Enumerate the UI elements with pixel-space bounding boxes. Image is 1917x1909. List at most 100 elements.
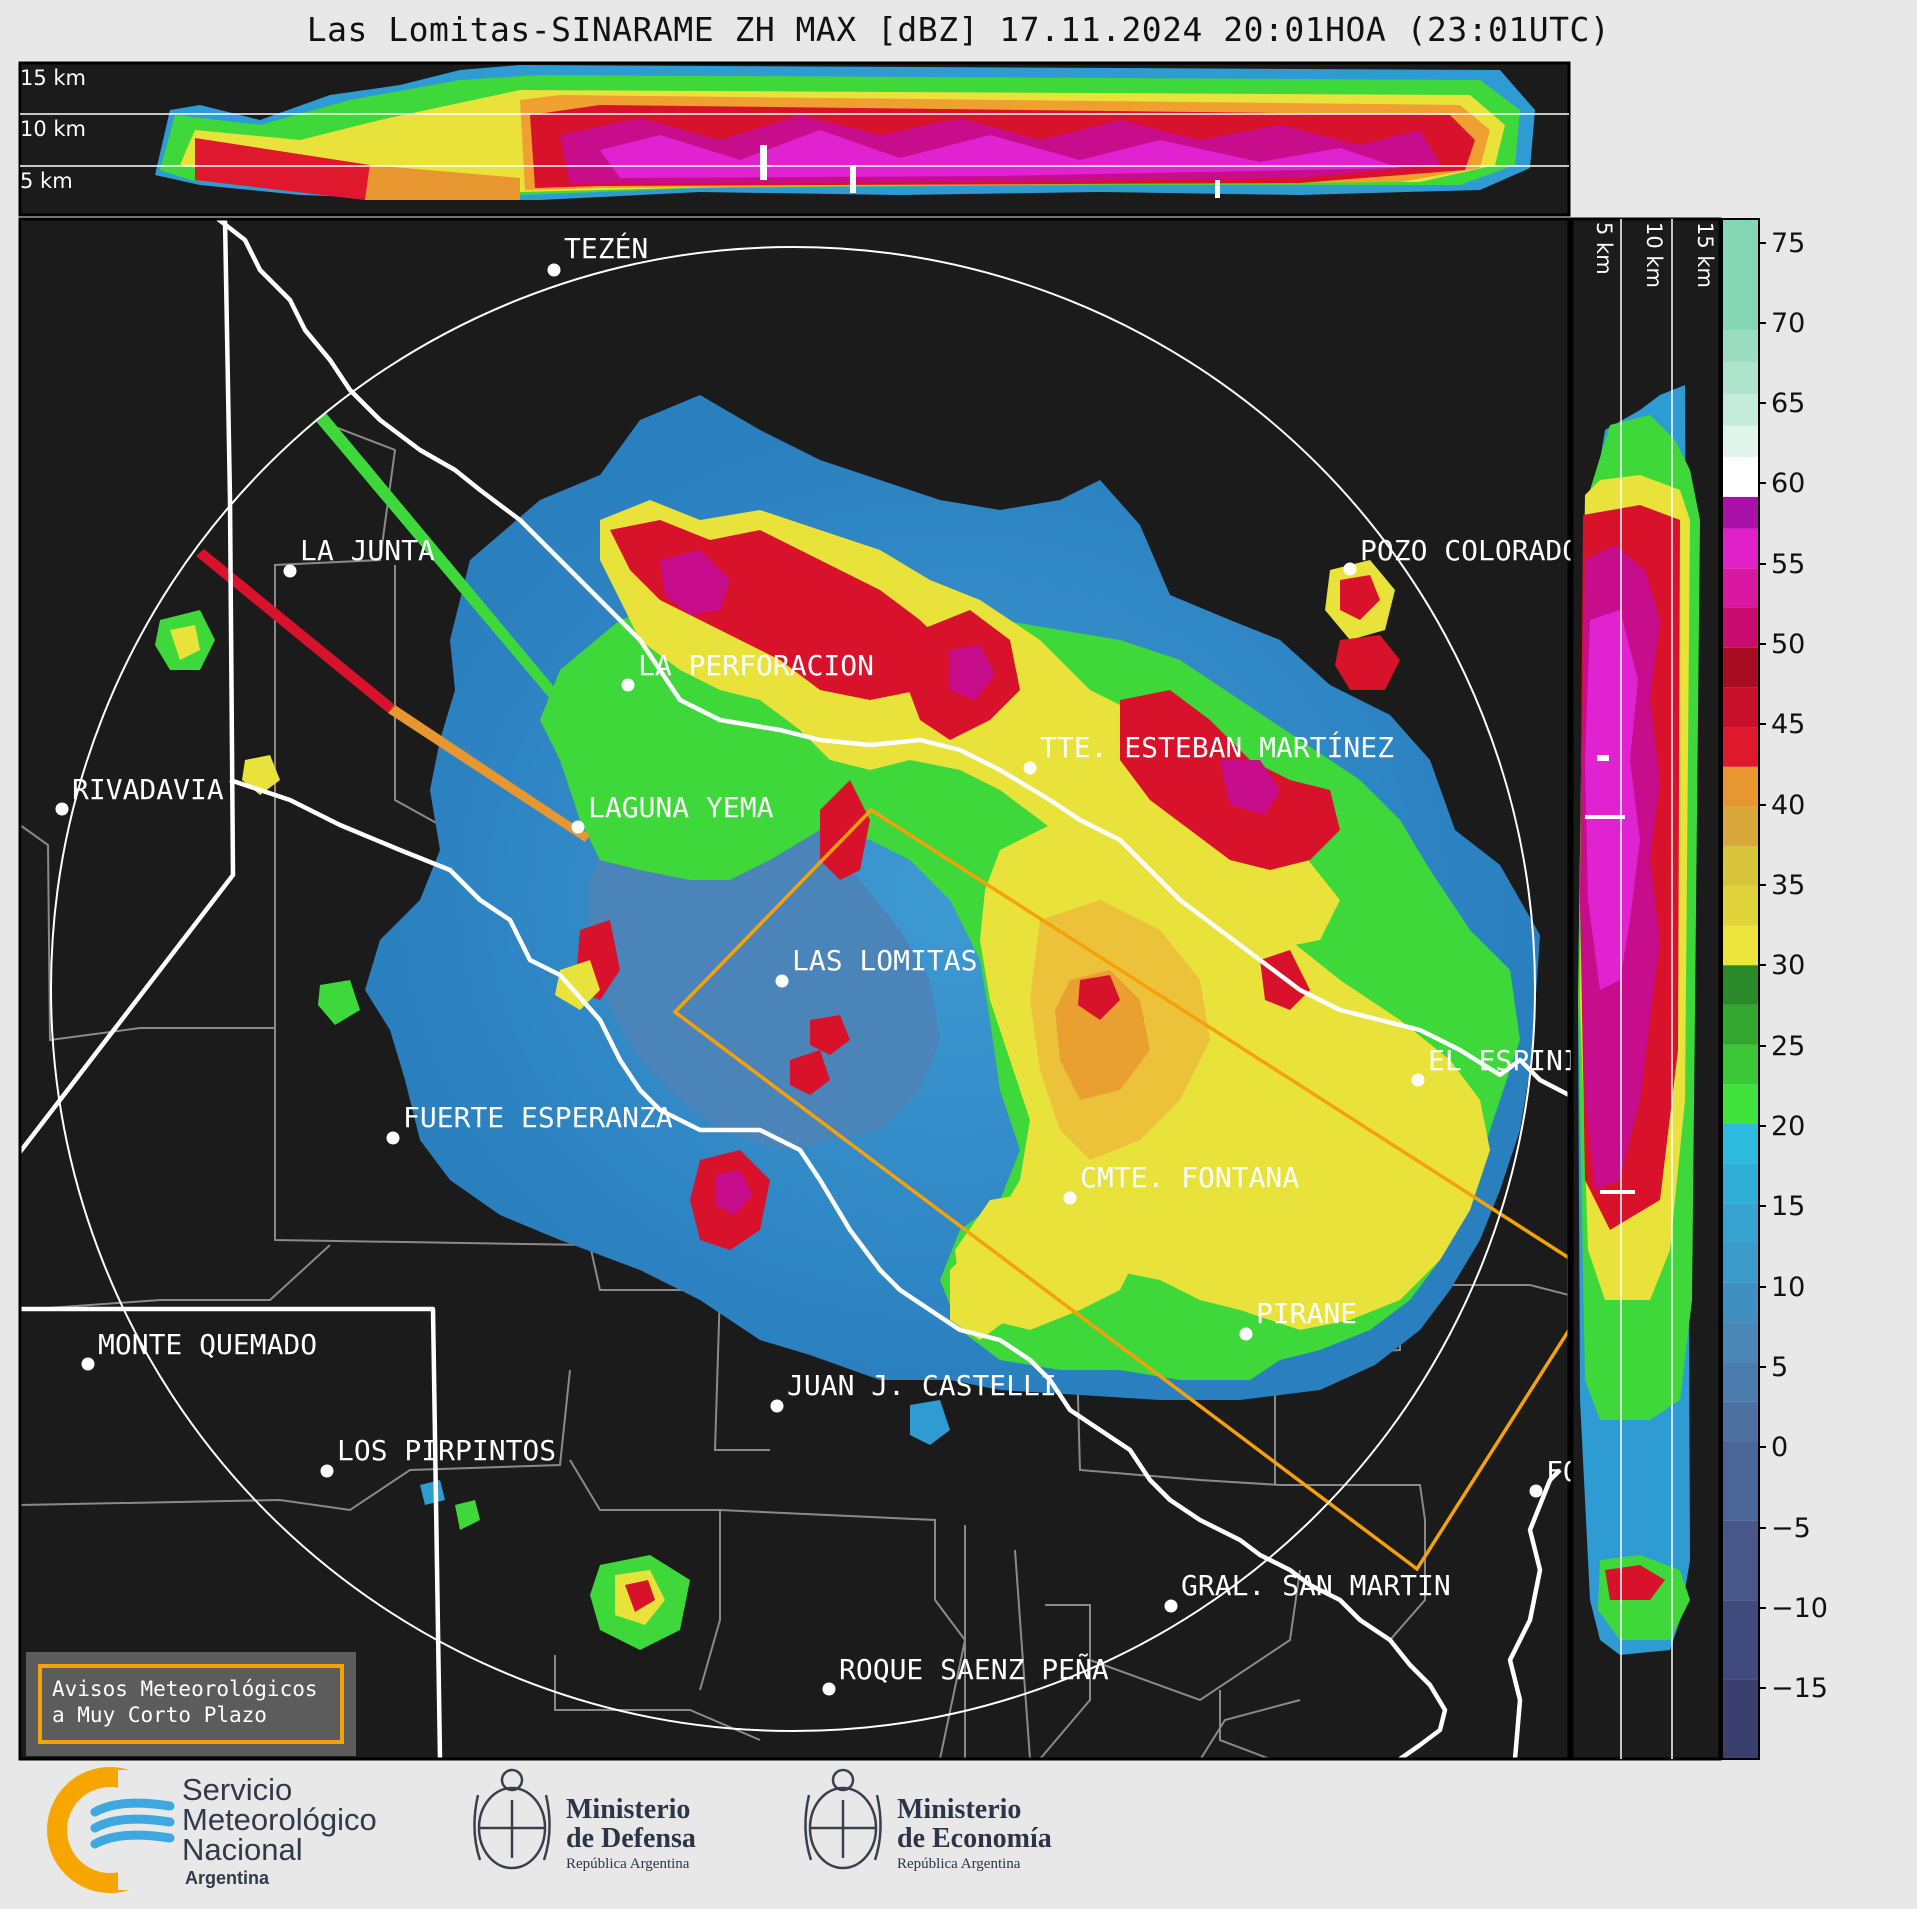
smn-logo-icon (47, 1767, 188, 1893)
tick-minus15: −15 (1759, 1673, 1828, 1704)
colorbar-band (1722, 846, 1759, 886)
tick-20: 20 (1759, 1111, 1805, 1142)
svg-text:10: 10 (1771, 1272, 1805, 1303)
city-las-lomitas: LAS LOMITAS (775, 944, 977, 988)
defensa-line-1: Ministerio (566, 1794, 691, 1825)
svg-text:0: 0 (1771, 1432, 1788, 1463)
svg-text:75: 75 (1771, 228, 1805, 259)
colorbar-band (1722, 1401, 1759, 1442)
colorbar-band (1722, 1004, 1759, 1045)
colorbar-band (1722, 766, 1759, 807)
city-la-junta: LA JUNTA (283, 534, 435, 578)
city-pozo-colorado: POZO COLORADO (1343, 534, 1579, 576)
side-cross-section-panel: 5 km 10 km 15 km (1570, 217, 1722, 1761)
city-rivadavia: RIVADAVIA (55, 773, 224, 816)
colorbar-band (1722, 1084, 1759, 1124)
top-altitude-label-5km: 5 km (20, 169, 73, 193)
svg-text:LA JUNTA: LA JUNTA (300, 534, 435, 567)
colorbar-band (1722, 1679, 1759, 1759)
svg-text:MONTE QUEMADO: MONTE QUEMADO (98, 1328, 317, 1361)
colorbar-ticks: 75 70 65 60 55 50 45 40 35 30 25 20 15 1… (1759, 228, 1828, 1704)
svg-text:PIRANE: PIRANE (1256, 1297, 1357, 1330)
colorbar-band (1722, 457, 1759, 497)
colorbar-band (1722, 727, 1759, 767)
tick-minus5: −5 (1759, 1513, 1811, 1544)
city-laguna-yema: LAGUNA YEMA (571, 791, 774, 834)
tick-35: 35 (1759, 870, 1805, 901)
city-cmte-fontana: CMTE. FONTANA (1063, 1161, 1299, 1205)
colorbar-band (1722, 568, 1759, 608)
smn-line-2: Meteorológico (182, 1802, 377, 1837)
colorbar-band (1722, 1282, 1759, 1323)
colorbar-band (1722, 330, 1759, 362)
svg-text:RIVADAVIA: RIVADAVIA (72, 773, 224, 806)
warnings-notice-box[interactable]: Avisos Meteorológicos a Muy Corto Plazo (26, 1652, 356, 1756)
svg-text:FUERTE ESPERANZA: FUERTE ESPERANZA (403, 1101, 673, 1134)
colorbar-band (1722, 647, 1759, 688)
tick-5: 5 (1759, 1352, 1788, 1383)
smn-logo-text: Servicio Meteorológico Nacional Argentin… (182, 1772, 377, 1891)
economia-logo-text: Ministerio de Economía República Argenti… (897, 1795, 1052, 1875)
colorbar-band (1722, 1600, 1759, 1680)
tick-65: 65 (1759, 388, 1805, 419)
top-altitude-label-15km: 15 km (20, 66, 86, 90)
tick-70: 70 (1759, 308, 1805, 339)
country-borders (20, 219, 1569, 1759)
city-la-perforacion: LA PERFORACION (621, 649, 874, 692)
smn-line-4: Argentina (185, 1868, 270, 1888)
map-title: Las Lomitas-SINARAME ZH MAX [dBZ] 17.11.… (306, 10, 1611, 49)
svg-text:−15: −15 (1771, 1673, 1828, 1704)
smn-line-1: Servicio (182, 1772, 293, 1807)
tick-25: 25 (1759, 1031, 1805, 1062)
svg-text:25: 25 (1771, 1031, 1805, 1062)
notice-line-2: a Muy Corto Plazo (52, 1703, 267, 1727)
svg-text:ROQUE SAENZ PEÑA: ROQUE SAENZ PEÑA (839, 1652, 1109, 1686)
tick-0: 0 (1759, 1432, 1788, 1463)
notice-line-1: Avisos Meteorológicos (52, 1677, 318, 1701)
tick-30: 30 (1759, 950, 1805, 981)
side-altitude-label-15km: 15 km (1693, 222, 1717, 288)
svg-text:LOS PIRPINTOS: LOS PIRPINTOS (337, 1434, 556, 1467)
side-cross-section-echoes (1578, 385, 1700, 1655)
colorbar-band (1722, 1044, 1759, 1085)
radar-range-ring (50, 246, 1536, 1732)
colorbar-band (1722, 361, 1759, 394)
colorbar-band (1722, 1520, 1759, 1601)
city-tte-esteban-martinez: TTE. ESTEBAN MARTÍNEZ (1023, 730, 1394, 775)
svg-text:LA PERFORACION: LA PERFORACION (638, 649, 874, 682)
svg-text:50: 50 (1771, 629, 1805, 660)
defensa-coat-of-arms-icon (473, 1768, 551, 1870)
smn-line-3: Nacional (182, 1832, 303, 1867)
svg-text:−10: −10 (1771, 1593, 1828, 1624)
radar-reflectivity-echoes (155, 395, 1540, 1650)
colorbar-band (1722, 1362, 1759, 1402)
tick-15: 15 (1759, 1191, 1805, 1222)
colorbar-band (1722, 425, 1759, 458)
svg-text:−5: −5 (1771, 1513, 1811, 1544)
svg-text:15: 15 (1771, 1191, 1805, 1222)
top-cross-section-panel: 15 km 10 km 5 km (18, 61, 1571, 217)
economia-coat-of-arms-icon (804, 1768, 882, 1870)
side-altitude-label-10km: 10 km (1642, 222, 1666, 288)
tick-55: 55 (1759, 549, 1805, 580)
tick-60: 60 (1759, 468, 1805, 499)
colorbar-band (1722, 1203, 1759, 1244)
tick-75: 75 (1759, 228, 1805, 259)
defensa-line-2: de Defensa (566, 1823, 696, 1854)
defensa-logo-text: Ministerio de Defensa República Argentin… (566, 1795, 696, 1875)
colorbar-band (1722, 1322, 1759, 1363)
city-pirane: PIRANE (1239, 1297, 1357, 1341)
top-altitude-label-10km: 10 km (20, 117, 86, 141)
warning-polygon (672, 807, 1569, 1572)
colorbar-band (1722, 1243, 1759, 1283)
tick-45: 45 (1759, 709, 1805, 740)
city-gral-san-martin: GRAL. SAN MARTIN (1164, 1569, 1451, 1613)
colorbar-band (1722, 1163, 1759, 1204)
svg-text:POZO COLORADO: POZO COLORADO (1360, 534, 1579, 567)
colorbar-band (1722, 965, 1759, 1005)
colorbar-band (1722, 1441, 1759, 1521)
colorbar-band (1722, 885, 1759, 926)
colorbar-band (1722, 393, 1759, 426)
svg-text:20: 20 (1771, 1111, 1805, 1142)
colorbar-bands (1722, 219, 1759, 1759)
